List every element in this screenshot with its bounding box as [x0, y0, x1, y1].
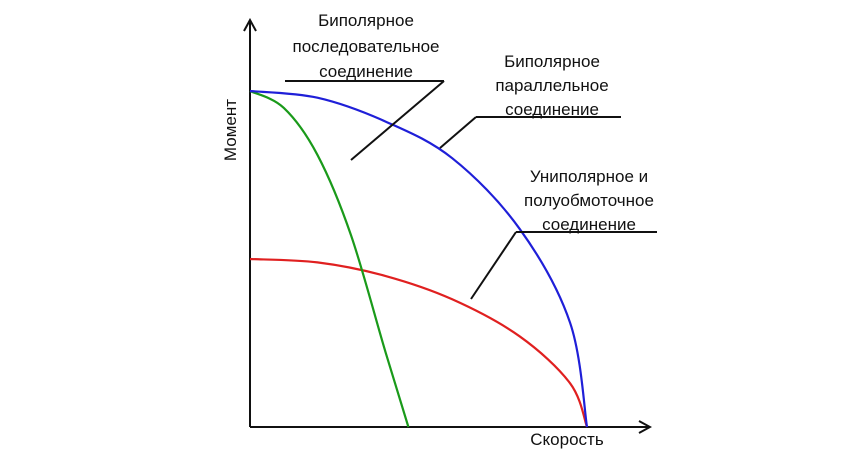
series-label-line: последовательное — [292, 37, 439, 56]
series-label-line: Униполярное и — [530, 167, 648, 186]
series-label-0: Биполярное последовательное соединение — [285, 11, 445, 161]
series-label-line: Биполярное — [318, 11, 414, 30]
series-label-2: Униполярное и полуобмоточное соединение — [470, 167, 657, 300]
label-leader-line — [439, 116, 477, 149]
x-axis-label: Скорость — [530, 430, 604, 449]
series-label-line: соединение — [505, 100, 599, 119]
series-label-line: Биполярное — [504, 52, 600, 71]
series-label-line: полуобмоточное — [524, 191, 654, 210]
series-line-1 — [249, 89, 589, 428]
series-label-line: параллельное — [495, 76, 608, 95]
legend-callouts: БиполярноепоследовательноесоединениеБипо… — [285, 11, 657, 300]
series-line-2 — [249, 257, 589, 428]
series-layer — [249, 89, 589, 428]
label-leader-line — [470, 231, 517, 300]
series-label-line: соединение — [542, 215, 636, 234]
y-axis-label: Момент — [221, 99, 240, 161]
label-leader-line — [350, 80, 445, 161]
series-line-0 — [249, 89, 410, 428]
series-label-line: соединение — [319, 62, 413, 81]
series-label-1: Биполярное параллельное соединение — [439, 52, 621, 149]
